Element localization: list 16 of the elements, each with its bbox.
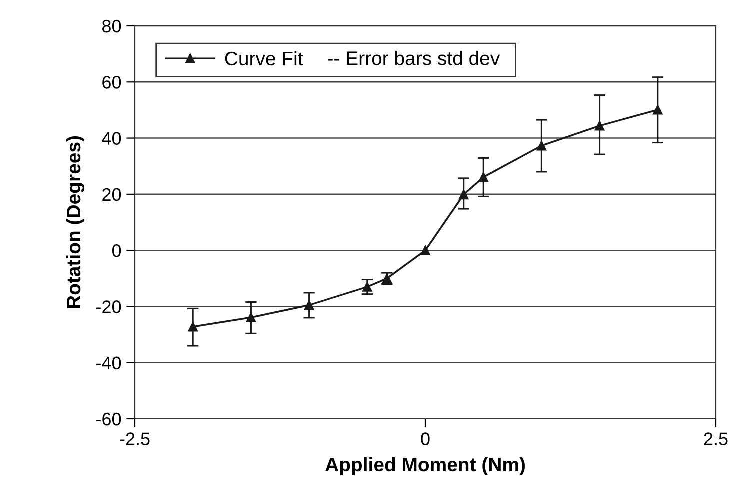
annotation: -- Error bars std dev — [328, 51, 500, 66]
y-tick-label: 60 — [102, 76, 122, 89]
x-tick-label: 0 — [421, 432, 430, 446]
legend-label: Curve Fit — [225, 51, 304, 66]
y-tick-label: 0 — [112, 244, 122, 258]
x-tick-label: 2.5 — [704, 432, 728, 446]
y-tick-label: -60 — [96, 412, 122, 426]
y-tick-label: 40 — [102, 132, 122, 146]
x-tick-label: -2.5 — [120, 432, 150, 446]
y-tick-label: -20 — [96, 300, 122, 314]
y-axis-title: Rotation (Degrees) — [66, 136, 85, 308]
point — [420, 246, 430, 256]
y-tick-label: 80 — [102, 20, 122, 33]
y-tick-label: 20 — [102, 188, 122, 202]
y-tick-label: -40 — [96, 356, 122, 370]
x-axis-title: Applied Moment (Nm) — [326, 457, 525, 476]
